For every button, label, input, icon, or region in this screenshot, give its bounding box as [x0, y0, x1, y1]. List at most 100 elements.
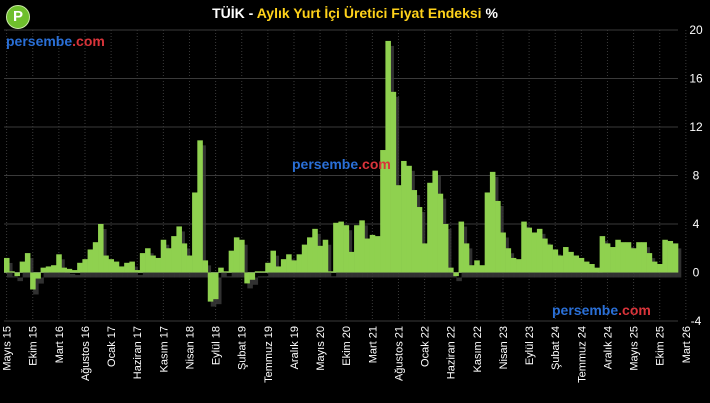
x-tick-label: Ağustos 16 [80, 326, 92, 381]
bar [374, 236, 381, 273]
bar-shadow [27, 258, 34, 278]
bar-shadow [80, 267, 86, 278]
bar [620, 242, 627, 273]
bar [599, 236, 606, 273]
bar-shadow [17, 277, 23, 282]
watermark-text: persembe [6, 33, 73, 49]
bar [77, 262, 83, 273]
bar [176, 226, 182, 273]
bar [432, 170, 438, 273]
watermark-bottom-right: persembe.com [552, 302, 651, 318]
y-tick-label: 12 [689, 120, 703, 134]
bar [150, 255, 156, 273]
bar [427, 182, 433, 273]
bar-shadow [33, 277, 39, 295]
bar [45, 266, 52, 273]
bar-shadow [221, 272, 227, 278]
bar-shadow [325, 244, 332, 278]
bar [578, 257, 585, 273]
logo-letter: P [12, 8, 23, 25]
bar [354, 225, 360, 273]
watermark-domain: .com [358, 156, 391, 172]
bar-shadow [456, 277, 462, 282]
bar [453, 272, 459, 277]
bar [296, 254, 303, 273]
x-tick-label: Kasım 17 [158, 326, 170, 372]
bar [484, 192, 491, 273]
watermark-top-left: persembe.com [6, 33, 105, 49]
bar-shadow [592, 269, 598, 278]
bar [312, 228, 318, 273]
x-tick-label: Şubat 24 [550, 326, 562, 370]
y-tick-label: -4 [691, 314, 702, 328]
x-tick-label: Temmuz 24 [576, 326, 588, 383]
bar [327, 271, 334, 273]
bar [113, 261, 120, 273]
bar [474, 260, 480, 273]
bar [82, 259, 88, 273]
bar [233, 237, 240, 273]
bar-shadow [597, 272, 603, 278]
bar-shadow [257, 276, 264, 278]
bar-shadow [200, 145, 206, 278]
bar [364, 238, 371, 273]
bar [463, 243, 470, 273]
bar [35, 272, 41, 279]
bar [129, 261, 135, 273]
bar-shadow [64, 272, 70, 278]
x-tick-label: Temmuz 19 [263, 326, 275, 383]
bar [322, 239, 329, 273]
x-tick-label: Aralık 19 [289, 326, 301, 369]
bar [270, 250, 276, 273]
x-tick-label: Mart 26 [681, 326, 693, 363]
bar [390, 91, 397, 273]
y-axis: -4 0 4 8 12 16 20 [689, 23, 703, 328]
persembe-logo-icon: P [6, 5, 30, 29]
bar-shadow [472, 270, 478, 278]
bar [662, 239, 668, 273]
bar [672, 243, 679, 273]
bar [469, 265, 475, 273]
bar-shadow [101, 229, 107, 278]
x-tick-label: Nisan 23 [498, 326, 510, 369]
bar [594, 267, 600, 273]
bar [583, 261, 590, 273]
bar [124, 262, 130, 273]
bar [610, 247, 616, 273]
bar [406, 165, 412, 273]
bar-shadow [69, 273, 76, 278]
x-tick-label: Mayıs 25 [629, 326, 641, 371]
x-tick-label: Ocak 22 [420, 326, 432, 367]
bar [9, 271, 15, 273]
bar [604, 243, 611, 273]
bar [536, 228, 543, 273]
bar-shadow [263, 276, 269, 278]
bar [92, 242, 99, 273]
x-tick-label: Mayıs 15 [2, 326, 14, 371]
x-tick-label: Eylül 23 [524, 326, 536, 365]
bar [646, 253, 653, 273]
x-tick-label: Mart 21 [367, 326, 379, 363]
x-tick-label: Ekim 25 [655, 326, 667, 366]
watermark-text: persembe [292, 156, 359, 172]
bar [4, 257, 10, 273]
y-tick-label: 0 [693, 266, 700, 280]
bar [500, 232, 506, 273]
bar [448, 267, 454, 273]
bar [416, 207, 423, 273]
bar-shadow [121, 271, 128, 278]
watermark-domain: .com [72, 33, 105, 49]
bars-layer [4, 40, 682, 307]
bar [181, 243, 188, 273]
x-tick-label: Ağustos 21 [393, 326, 405, 381]
bar [437, 193, 444, 273]
bar [265, 262, 271, 273]
x-tick-label: Haziran 17 [132, 326, 144, 379]
bar [160, 239, 167, 273]
bar [61, 267, 67, 273]
bar-shadow [137, 275, 144, 278]
bar [301, 244, 308, 273]
bar-shadow [247, 277, 253, 289]
